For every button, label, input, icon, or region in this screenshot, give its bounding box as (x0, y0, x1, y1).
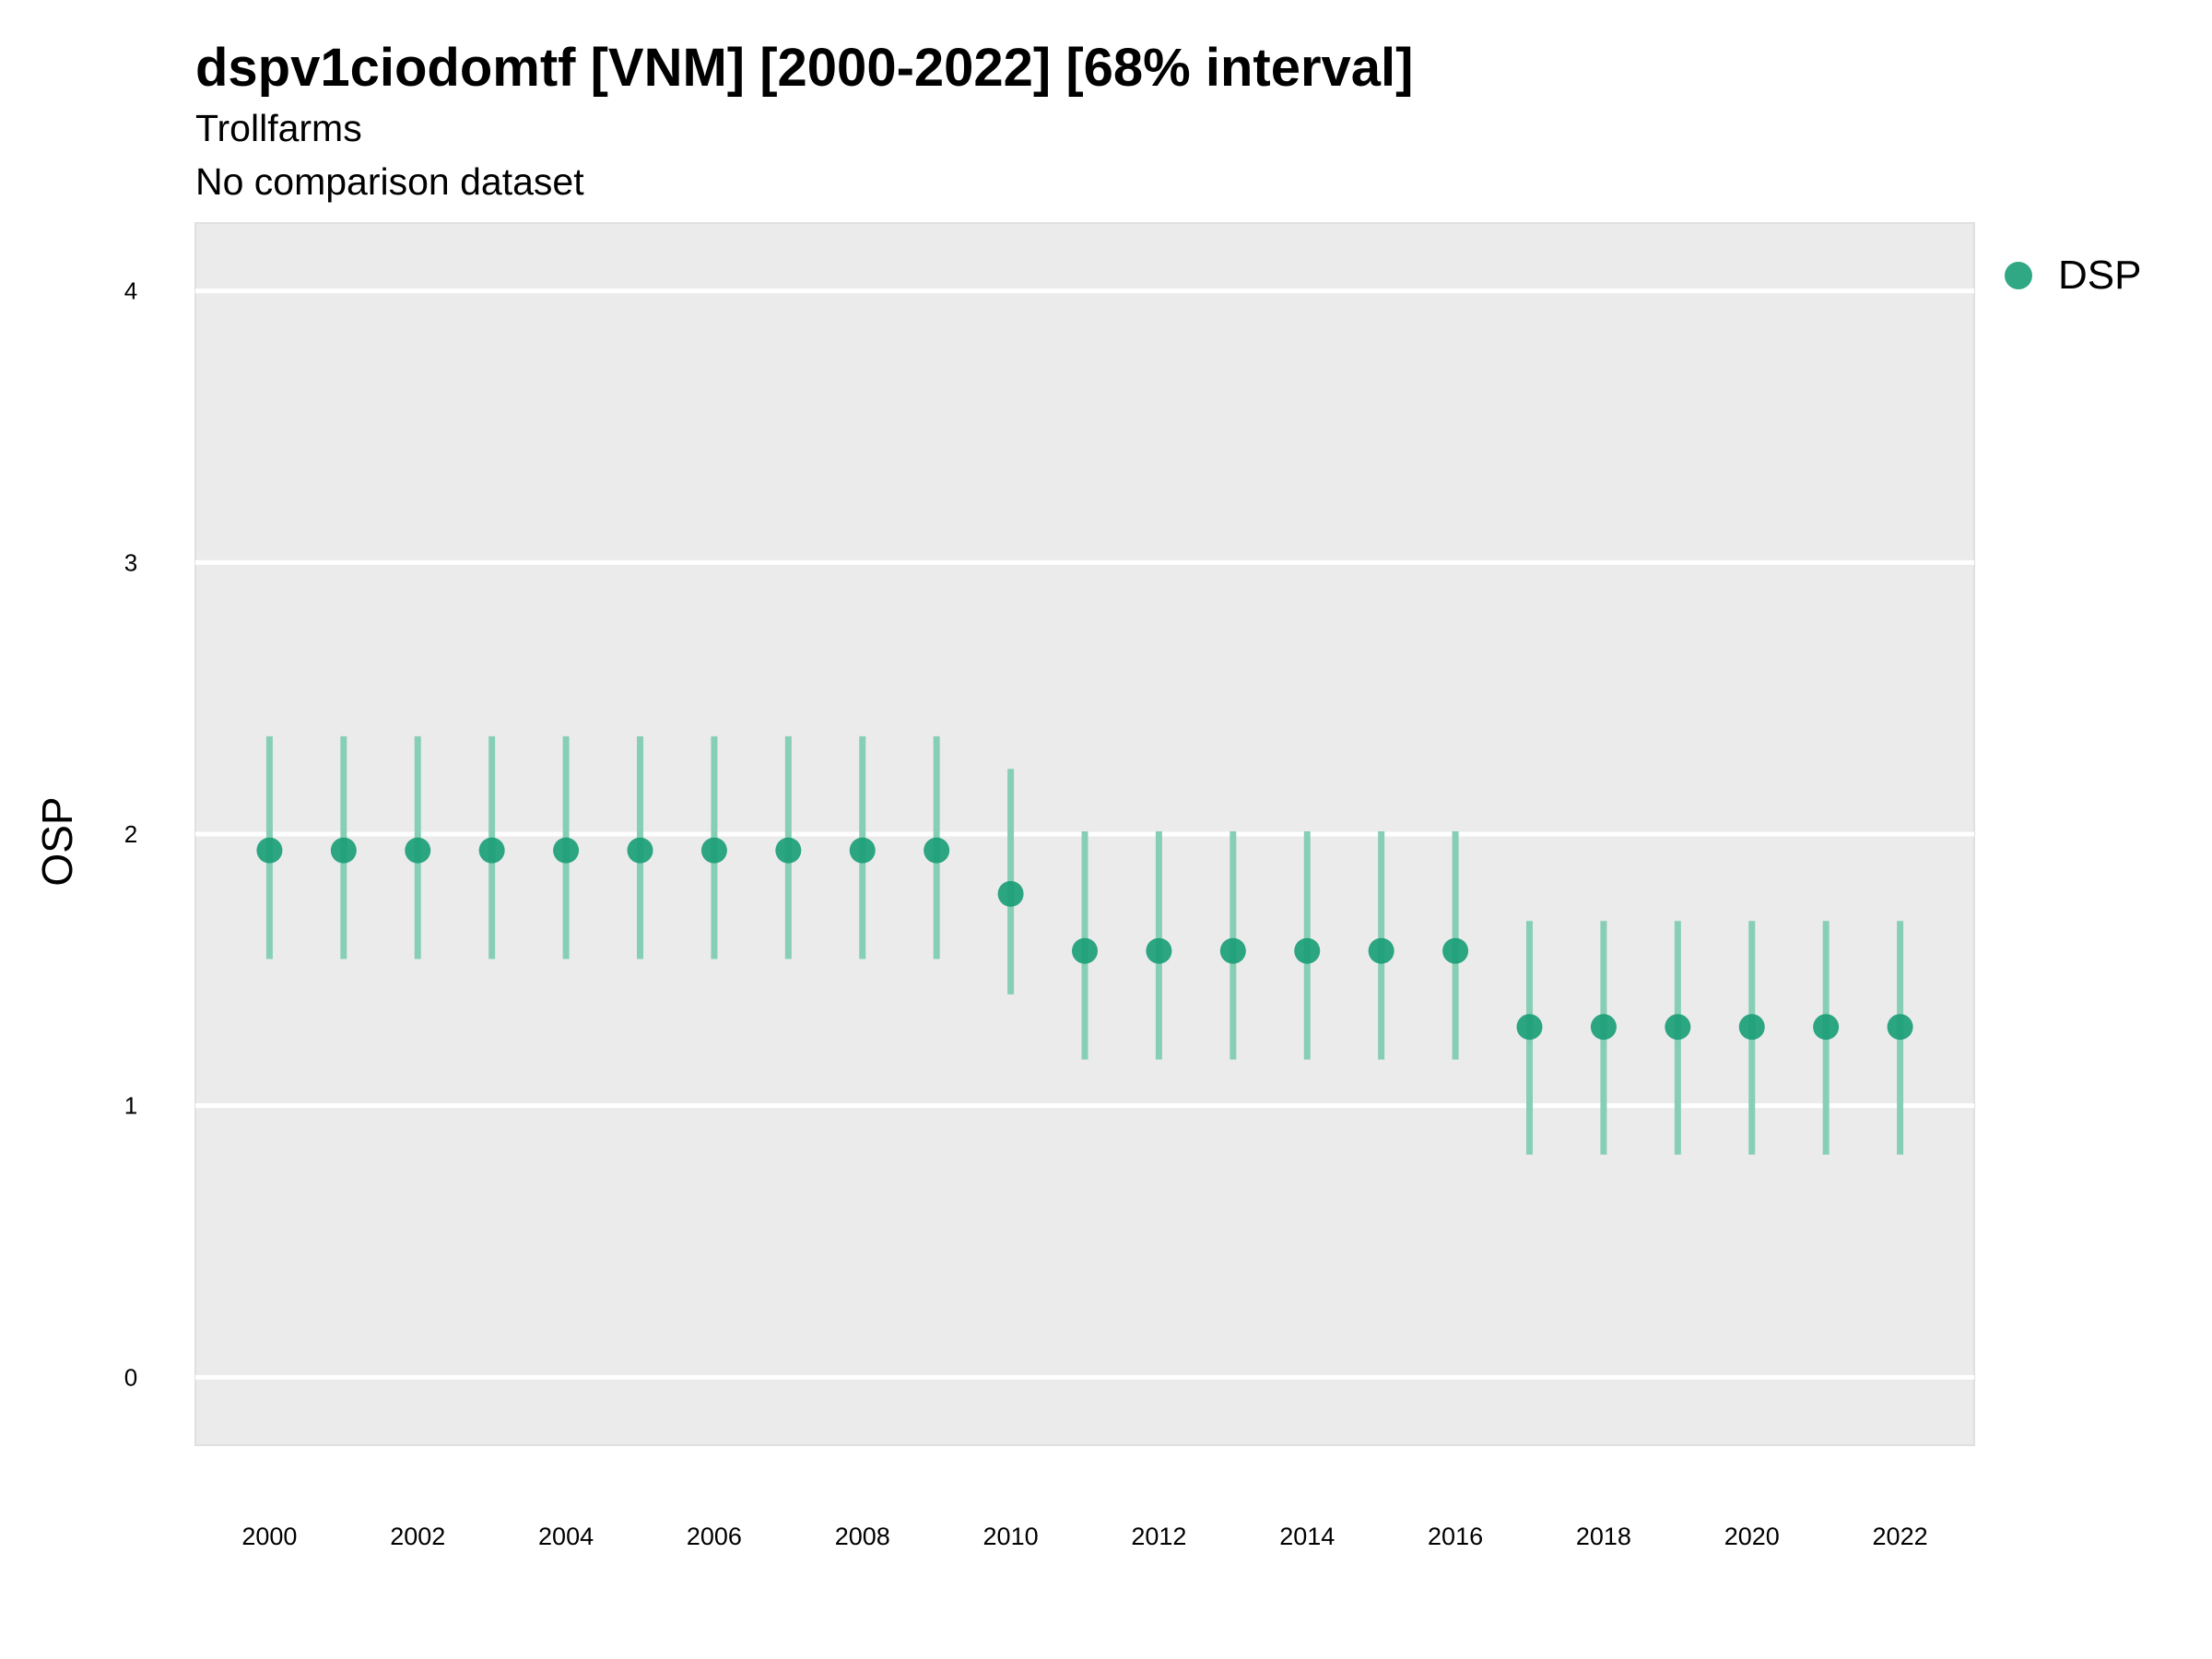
data-point (1665, 1014, 1691, 1041)
data-point (1887, 1014, 1913, 1041)
x-tick-label: 2012 (1131, 1523, 1186, 1550)
chart-subtitle: Trollfarms (195, 107, 362, 149)
x-tick-label: 2006 (687, 1523, 742, 1550)
x-tick-label: 2008 (835, 1523, 890, 1550)
data-point (700, 837, 727, 864)
y-tick-label: 3 (124, 548, 137, 576)
legend-label-dsp: DSP (2058, 253, 2142, 298)
data-point (924, 837, 950, 864)
x-tick-label: 2018 (1576, 1523, 1631, 1550)
y-tick-label: 4 (124, 277, 137, 305)
y-axis-label: OSP (33, 796, 81, 886)
data-point (1072, 937, 1098, 964)
data-point (1294, 937, 1321, 964)
x-tick-label: 2002 (390, 1523, 445, 1550)
data-point (256, 837, 283, 864)
data-point (1590, 1014, 1617, 1041)
data-point (1442, 937, 1469, 964)
legend: DSP (2005, 253, 2141, 299)
data-point (1738, 1014, 1765, 1041)
x-tick-label: 2014 (1279, 1523, 1335, 1550)
data-point (1368, 937, 1394, 964)
data-point (1516, 1014, 1543, 1041)
y-tick-label: 2 (124, 820, 137, 848)
data-point (775, 837, 802, 864)
data-point (849, 837, 876, 864)
data-point (627, 837, 653, 864)
data-point (1813, 1014, 1840, 1041)
x-tick-label: 2010 (983, 1523, 1039, 1550)
data-point (405, 837, 431, 864)
data-point (330, 837, 357, 864)
y-tick-label: 1 (124, 1092, 137, 1120)
data-point (553, 837, 580, 864)
x-tick-label: 2016 (1428, 1523, 1483, 1550)
data-point (1146, 937, 1172, 964)
x-tick-label: 2000 (241, 1523, 297, 1550)
chart-caption: No comparison dataset (195, 160, 584, 203)
data-point (1219, 937, 1246, 964)
y-tick-label: 0 (124, 1363, 137, 1391)
data-point (478, 837, 505, 864)
x-tick-label: 2004 (538, 1523, 594, 1550)
x-tick-label: 2020 (1724, 1523, 1780, 1550)
data-point (997, 880, 1024, 907)
legend-key-dsp (2005, 262, 2032, 289)
x-tick-label: 2022 (1873, 1523, 1928, 1550)
chart-title: dspv1ciodomtf [VNM] [2000-2022] [68% int… (195, 38, 1414, 98)
